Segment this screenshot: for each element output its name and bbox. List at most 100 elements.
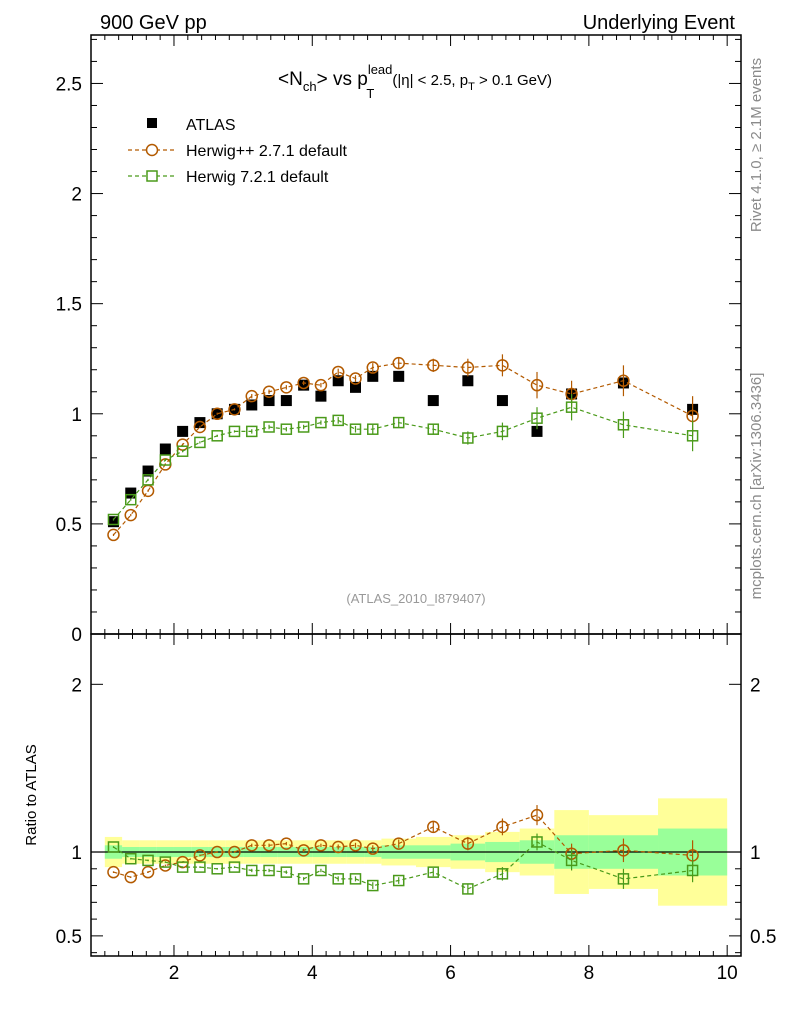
ratio-herwigpp-point xyxy=(331,840,345,854)
herwigpp-point xyxy=(228,403,241,416)
herwig7-point xyxy=(297,421,310,433)
ratio-herwig7-point xyxy=(125,852,137,865)
title-cut1: (|η| < 2.5, p xyxy=(392,72,468,89)
herwig7-point xyxy=(194,436,206,449)
herwigpp-point xyxy=(392,356,405,370)
ratio-herwig7-point xyxy=(211,863,223,875)
ratio-herwigpp-point xyxy=(392,837,405,850)
herwigpp-point xyxy=(461,361,475,374)
herwig7-point xyxy=(246,425,258,438)
herwigpp-point xyxy=(427,359,440,372)
herwig7-point xyxy=(332,414,344,427)
herwigpp-point xyxy=(617,374,630,387)
ratio-herwig7-point xyxy=(315,864,327,877)
herwigpp-point xyxy=(124,508,138,522)
atlas-point xyxy=(142,465,154,477)
ratio-herwig7-point xyxy=(531,836,543,848)
ratio-herwig7-point xyxy=(392,874,405,887)
ratio-herwigpp-point xyxy=(280,837,293,850)
ratio-herwig7-point xyxy=(194,861,206,873)
ratio-herwigpp-point xyxy=(617,844,630,857)
ratio-herwig7-point xyxy=(617,873,630,885)
ratio-herwig7-point xyxy=(297,873,310,885)
main-axes: 0 0.5 1 1.5 2 2.5 xyxy=(56,35,741,646)
ratio-y-tick-label: 0.5 xyxy=(56,927,82,948)
atlas-point xyxy=(177,425,189,437)
atlas-point xyxy=(496,395,508,407)
x-tick-label: 6 xyxy=(445,963,456,984)
herwig7-point xyxy=(315,416,327,429)
herwig7-point xyxy=(496,425,509,438)
herwig7-point xyxy=(462,432,474,444)
header-right: Underlying Event xyxy=(583,12,736,34)
herwigpp-point xyxy=(245,389,259,403)
herwigpp-point xyxy=(176,438,189,451)
ratio-herwig7-point xyxy=(332,873,344,885)
herwigpp-line xyxy=(113,362,693,536)
atlas-point xyxy=(349,381,361,393)
title-mid: > vs p xyxy=(317,69,368,90)
herwig7-point xyxy=(142,474,154,486)
atlas-point xyxy=(367,370,379,382)
herwigpp-point xyxy=(262,385,276,399)
herwigpp-point xyxy=(193,420,207,434)
herwigpp-point xyxy=(314,378,328,392)
herwig7-point xyxy=(107,513,120,526)
herwigpp-point xyxy=(366,361,380,374)
ratio-herwigpp-point xyxy=(262,839,276,852)
herwigpp-point xyxy=(280,381,293,394)
legend-herwigpp-label: Herwig++ 2.7.1 default xyxy=(186,143,348,160)
herwig7-point xyxy=(125,493,137,506)
herwig7-point xyxy=(427,423,440,435)
atlas-point xyxy=(393,370,405,382)
title-open: <N xyxy=(278,69,303,90)
herwigpp-point xyxy=(496,359,509,372)
ratio-herwigpp-point xyxy=(141,865,155,879)
herwigpp-point xyxy=(331,365,345,379)
herwig7-point xyxy=(280,423,293,435)
main-panel: 00.511.522.5 <Nch> vs plead T(|η| < 2.5, … xyxy=(56,34,742,646)
ratio-y-tick-label-right: 0.5 xyxy=(750,927,776,948)
x-tick-label: 2 xyxy=(169,963,180,984)
ratio-herwig7-point xyxy=(176,861,189,873)
ratio-herwigpp-point xyxy=(530,808,544,822)
ratio-herwig7-point xyxy=(367,879,379,892)
rivet-label: Rivet 4.1.0, ≥ 2.1M events xyxy=(748,58,765,232)
x-tick-label: 10 xyxy=(717,963,738,984)
ratio-herwig7-point xyxy=(565,854,578,867)
ratio-herwigpp-point xyxy=(107,865,120,879)
legend-herwig7-label: Herwig 7.2.1 default xyxy=(186,169,329,186)
herwig7-point xyxy=(228,425,241,438)
main-title: <Nch> vs plead T(|η| < 2.5, pT > 0.1 GeV) xyxy=(278,62,552,101)
ratio-herwig7-point xyxy=(686,864,699,877)
ratio-herwig7-point xyxy=(427,866,440,878)
ratio-herwigpp-point xyxy=(124,870,138,884)
ratio-herwig7-point xyxy=(159,856,172,868)
herwigpp-point xyxy=(107,528,120,542)
mcplots-label: mcplots.cern.ch [arXiv:1306.3436] xyxy=(748,373,765,600)
ratio-herwig7-point xyxy=(496,868,509,880)
ratio-herwigpp-point xyxy=(193,849,207,862)
atlas-point xyxy=(531,425,543,437)
ratio-herwig7-point xyxy=(228,861,241,873)
ratio-herwig7-point xyxy=(349,873,362,885)
y-tick-label: 0.5 xyxy=(56,515,82,536)
legend: ATLAS Herwig++ 2.7.1 default Herwig 7.2.… xyxy=(128,117,348,186)
legend-atlas-label: ATLAS xyxy=(186,117,236,134)
atlas-point xyxy=(332,375,344,387)
ratio-herwig7-point xyxy=(142,854,154,867)
title-sup-lead: lead xyxy=(368,62,393,77)
atlas-point xyxy=(246,399,258,411)
herwig7-point xyxy=(565,401,578,413)
ratio-frame xyxy=(90,633,742,957)
y-tick-label: 1.5 xyxy=(56,295,82,316)
ratio-herwigpp-point xyxy=(461,837,475,850)
ratio-herwigpp-point xyxy=(427,820,440,834)
atlas-point xyxy=(194,417,206,429)
y-tick-label: 0 xyxy=(71,625,82,646)
herwig7-point xyxy=(263,421,275,433)
title-sub-ch: ch xyxy=(303,79,317,94)
ratio-y-label: Ratio to ATLAS xyxy=(23,744,40,845)
ratio-plot-area xyxy=(91,798,741,906)
